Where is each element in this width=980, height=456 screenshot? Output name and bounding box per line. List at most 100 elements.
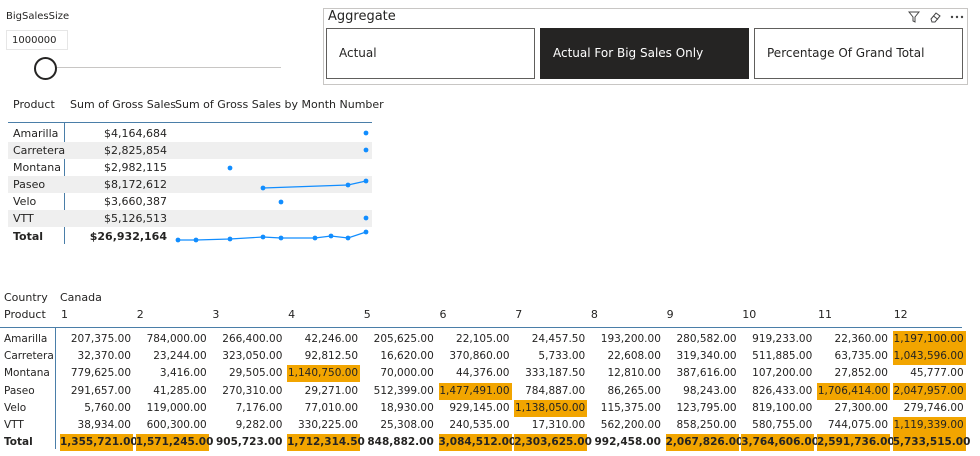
matrix-cell: 323,050.00 <box>222 350 283 363</box>
matrix-cell: 17,310.00 <box>531 419 586 431</box>
matrix-cell: 2,591,736.00 <box>817 434 895 452</box>
month-header[interactable]: 1 <box>61 308 68 321</box>
table-total-row: Total $26,932,164 <box>8 228 372 245</box>
table-row: Carretera $2,825,854 <box>8 142 372 159</box>
month-header[interactable]: 9 <box>666 308 674 321</box>
matrix-cell: 580,755.00 <box>752 419 813 431</box>
table-row: Velo $3,660,387 <box>8 193 372 210</box>
matrix-cell: 779,625.00 <box>70 367 131 380</box>
matrix-cell: 819,100.00 <box>752 401 813 414</box>
matrix-cell: 333,187.50 <box>525 367 586 380</box>
table-row: Montana $2,982,115 <box>8 159 372 176</box>
month-header[interactable]: 8 <box>590 308 598 321</box>
eraser-icon[interactable] <box>929 11 941 23</box>
country-canada[interactable]: Canada <box>60 291 102 304</box>
matrix-cell: 240,535.00 <box>449 419 510 431</box>
matrix-cell: 3,416.00 <box>159 367 207 380</box>
month-header[interactable]: 11 <box>818 308 832 321</box>
matrix-row: Paseo 291,657.00 41,285.00 270,310.00 29,271… <box>0 382 966 400</box>
matrix-row-header-divider <box>55 327 56 449</box>
matrix-row: Amarilla 207,375.00 784,000.00 266,400.00 42… <box>0 331 966 348</box>
month-header[interactable]: 6 <box>439 308 447 321</box>
product-name: VTT <box>4 419 24 431</box>
product-name: Montana <box>13 161 61 174</box>
matrix-cell: 27,852.00 <box>834 367 888 380</box>
matrix-cell: 207,375.00 <box>70 333 131 345</box>
big-sales-size-input[interactable] <box>6 30 68 50</box>
matrix-cell: 744,075.00 <box>827 419 888 431</box>
slider-track[interactable] <box>46 67 281 68</box>
aggregate-panel <box>323 8 968 85</box>
aggregate-option-percentage[interactable]: Percentage Of Grand Total <box>754 28 963 79</box>
matrix-cell: 270,310.00 <box>222 384 283 397</box>
matrix-cell: 77,010.00 <box>304 401 359 414</box>
matrix-row: Carretera 32,370.00 23,244.00 323,050.00 92,… <box>0 348 966 366</box>
month-header[interactable]: 3 <box>212 308 220 321</box>
matrix-cell: 27,300.00 <box>834 401 888 414</box>
month-header[interactable]: 4 <box>288 308 296 321</box>
gross-sales-value: $5,126,513 <box>104 212 167 225</box>
product-name: Carretera <box>13 144 66 157</box>
matrix-cell: 12,810.00 <box>607 367 661 380</box>
slider-handle[interactable] <box>34 57 57 80</box>
product-column-header[interactable]: Product <box>13 98 55 111</box>
matrix-cell: 848,882.00 <box>367 436 434 449</box>
matrix-cell: 107,200.00 <box>752 367 813 380</box>
matrix-cell: 512,399.00 <box>373 384 434 397</box>
matrix-cell: 98,243.00 <box>683 384 737 397</box>
matrix-cell: 193,200.00 <box>600 333 661 345</box>
matrix-cell: 115,375.00 <box>600 401 661 414</box>
matrix-cell: 1,712,314.50 <box>287 434 365 452</box>
matrix-cell: 38,934.00 <box>77 419 131 431</box>
aggregate-option-big-sales[interactable]: Actual For Big Sales Only <box>540 28 749 79</box>
product-name: Montana <box>4 367 50 380</box>
sparkline-column-header[interactable]: Sum of Gross Sales by Month Number <box>175 98 384 111</box>
gross-sales-value: $8,172,612 <box>104 178 167 191</box>
product-name: Paseo <box>13 178 46 191</box>
matrix-cell: 1,706,414.00 <box>817 382 890 400</box>
total-value: $26,932,164 <box>89 230 167 243</box>
matrix-cell: 858,250.00 <box>676 419 737 431</box>
matrix-cell: 25,308.00 <box>380 419 434 431</box>
matrix-cell: 29,505.00 <box>228 367 283 380</box>
matrix-cell: 1,138,050.00 <box>514 399 588 417</box>
gross-sales-value: $2,825,854 <box>104 144 167 157</box>
matrix-cell: 42,246.00 <box>304 333 359 345</box>
matrix-cell: 387,616.00 <box>676 367 737 380</box>
more-options-icon[interactable] <box>949 11 965 23</box>
month-header[interactable]: 7 <box>515 308 523 321</box>
matrix-cell: 1,477,491.00 <box>438 382 512 400</box>
month-header[interactable]: 2 <box>136 308 144 321</box>
matrix-cell: 86,265.00 <box>607 384 661 397</box>
month-header[interactable]: 12 <box>893 308 908 321</box>
aggregate-option-actual[interactable]: Actual <box>326 28 535 79</box>
month-header[interactable]: 10 <box>742 308 757 321</box>
matrix-cell: 266,400.00 <box>222 333 283 345</box>
gross-sales-column-header[interactable]: Sum of Gross Sales <box>70 98 177 111</box>
matrix-cell: 44,376.00 <box>456 367 510 380</box>
matrix-row: Velo 5,760.00 119,000.00 7,176.00 77,010.00 1… <box>0 399 964 417</box>
matrix-cell: 1,043,596.00 <box>892 348 966 366</box>
matrix-cell: 784,000.00 <box>146 333 207 345</box>
matrix-cell: 279,746.00 <box>903 401 964 414</box>
matrix-cell: 18,930.00 <box>380 401 434 414</box>
matrix-cell: 330,225.00 <box>297 419 359 431</box>
matrix-cell: 919,233.00 <box>752 333 813 345</box>
matrix-cell: 562,200.00 <box>600 419 661 431</box>
matrix-cell: 2,047,957.00 <box>892 382 966 400</box>
matrix-cell: 92,812.50 <box>304 350 359 363</box>
matrix-cell: 2,067,826.00 <box>665 434 743 452</box>
matrix-cell: 1,119,339.00 <box>892 417 966 434</box>
matrix-cell: 41,285.00 <box>153 384 207 397</box>
matrix-cell: 826,433.00 <box>752 384 813 397</box>
matrix-cell: 905,723.00 <box>215 436 283 449</box>
matrix-cell: 1,571,245.00 <box>135 434 213 452</box>
matrix-cell: 22,608.00 <box>607 350 661 363</box>
month-header[interactable]: 5 <box>363 308 371 321</box>
gross-sales-value: $2,982,115 <box>104 161 167 174</box>
matrix-cell: 511,885.00 <box>752 350 813 363</box>
matrix-cell: 319,340.00 <box>676 350 737 363</box>
matrix-header-divider <box>0 327 962 328</box>
matrix-cell: 9,282.00 <box>235 419 283 431</box>
filter-icon[interactable] <box>907 11 921 23</box>
